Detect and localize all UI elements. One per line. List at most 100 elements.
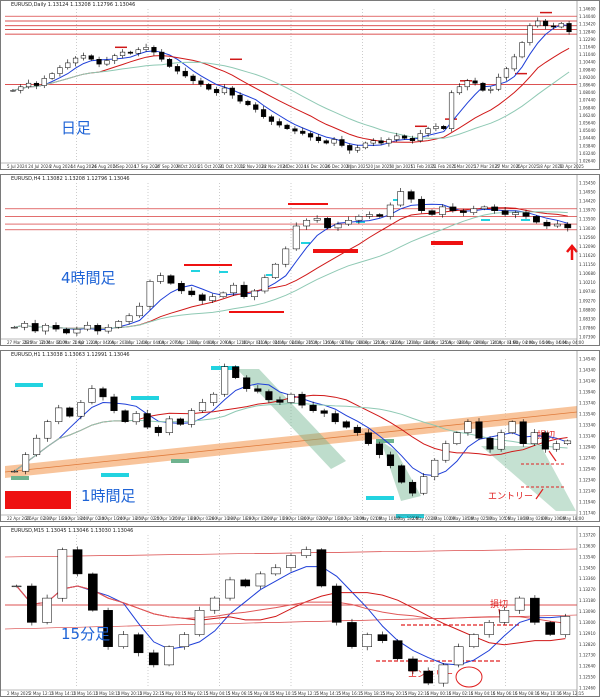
candle [146, 281, 154, 307]
candle [397, 191, 405, 206]
price-tick-label: 1.09270 [579, 298, 596, 303]
time-tick-label: 21 Feb 2025 [432, 164, 457, 169]
time-tick-label: 6 May 06:15 [493, 691, 518, 696]
candle [499, 610, 510, 623]
candle [331, 413, 339, 423]
candle [230, 284, 237, 294]
price-tick-label: 1.14420 [579, 199, 596, 204]
candle [550, 25, 557, 28]
time-tick-label: 5 May 10:00 [485, 516, 510, 521]
candle [347, 622, 357, 647]
candle [73, 328, 81, 334]
candle [57, 67, 63, 74]
trend-line-upper [4, 548, 578, 558]
timeframe-label: 1時間足 [81, 487, 136, 505]
candle [119, 51, 126, 56]
arrow-icon [548, 450, 557, 462]
chart-panel-h4[interactable]: EURUSD,H4 1.13082 1.13208 1.12796 1.1304… [0, 174, 600, 346]
candle [353, 426, 361, 433]
time-tick-label: 2 Aug 2024 [49, 164, 73, 169]
candle [527, 25, 533, 43]
time-tick-label: 7 Apr 12:00 [174, 340, 198, 345]
price-tick-label: 1.05040 [579, 128, 596, 133]
candle [342, 421, 350, 428]
price-tick-label: 1.09200 [579, 75, 596, 80]
candle [362, 142, 369, 149]
candle [417, 133, 423, 141]
time-tick-label: 2 May 22:15 [139, 691, 164, 696]
price-tick-label: 1.10440 [579, 60, 596, 65]
cyan-marker [131, 396, 159, 400]
time-tick-label: 12 Nov 2024 [241, 164, 267, 169]
candle [324, 218, 331, 229]
price-tick-label: 1.12540 [579, 467, 596, 472]
price-tick-label: 1.14540 [579, 357, 596, 362]
candle [541, 432, 549, 450]
time-tick-label: 5 May 20:15 [382, 691, 407, 696]
candle [448, 92, 455, 129]
candle [331, 585, 342, 623]
time-tick-label: 2 May 18:00 [449, 516, 474, 521]
time-tick-label: 6 May 02:15 [449, 691, 474, 696]
candle [80, 55, 87, 59]
time-tick-label: 5 May 18:15 [360, 691, 385, 696]
time-tick-label: 24 Apr 02:00 [81, 516, 108, 521]
candle [334, 223, 342, 229]
time-tick-label: 30 Jan 2025 [389, 164, 413, 169]
time-tick-label: 22 Nov 2024 [262, 164, 288, 169]
price-tick-label: 1.07440 [579, 98, 596, 103]
chart-panel-daily[interactable]: EURUSD,Daily 1.13124 1.13208 1.12796 1.1… [0, 0, 600, 170]
candle [22, 454, 30, 472]
candle [245, 100, 251, 106]
candle [148, 652, 159, 666]
price-tick-label: 1.05640 [579, 121, 596, 126]
candle [486, 437, 494, 450]
candle [127, 51, 134, 54]
candle [159, 51, 165, 60]
time-tick-label: 2 Apr 04:00 [91, 340, 115, 345]
price-tick-label: 1.10210 [579, 280, 596, 285]
time-tick-label: 8 Apr 20:00 [208, 340, 232, 345]
time-tick-label: 2 May 14:15 [51, 691, 76, 696]
candle [209, 597, 220, 611]
candle [408, 658, 418, 672]
price-axis: 1.13720 1.13630 1.13540 1.13450 1.13360 1.132… [576, 527, 596, 696]
price-tick-label: 1.03240 [579, 151, 596, 156]
candle [104, 60, 110, 65]
candle [167, 275, 175, 284]
candle [303, 220, 311, 227]
time-tick-label: 9 Oct 2024 [177, 164, 200, 169]
candle [182, 70, 188, 77]
candle [514, 597, 525, 611]
candle [480, 82, 486, 91]
candle [420, 476, 428, 494]
green-marker [11, 476, 29, 480]
candle [464, 80, 470, 88]
candle [480, 206, 488, 210]
candle [88, 573, 98, 611]
cyan-marker [521, 219, 530, 221]
price-tick-label: 1.11740 [579, 511, 596, 516]
time-tick-label: 20 Jan 2025 [368, 164, 392, 169]
time-tick-label: 24 Jul 2024 [28, 164, 51, 169]
time-tick-label: 23 Apr 10:00 [44, 516, 71, 521]
candle [243, 377, 251, 389]
candle [320, 410, 328, 414]
time-tick-label: 27 Mar 2025 [495, 164, 521, 169]
price-tick-label: 1.13940 [579, 390, 596, 395]
price-tick-label: 1.12290 [579, 37, 596, 42]
zone-bar [288, 203, 328, 205]
time-tick-label: 18 Apr 2025 [538, 164, 563, 169]
candle [535, 20, 541, 27]
candle [151, 47, 157, 53]
candle [135, 49, 141, 54]
time-tick-label: 29 Apr 18:00 [283, 516, 310, 521]
panel-title: EURUSD,Daily 1.13124 1.13208 1.12796 1.1… [11, 2, 136, 8]
chart-panel-h1[interactable]: EURUSD,H1 1.13038 1.13063 1.12991 1.1304… [0, 350, 600, 522]
time-tick-label: 17 Apr 04:00 [342, 340, 369, 345]
candle [174, 66, 181, 72]
chart-panel-m15[interactable]: EURUSD,M15 1.13045 1.13046 1.13030 1.130… [0, 526, 600, 697]
time-tick-label: 1 May 18:00 [393, 516, 418, 521]
candle [287, 393, 295, 403]
candle [33, 82, 40, 86]
